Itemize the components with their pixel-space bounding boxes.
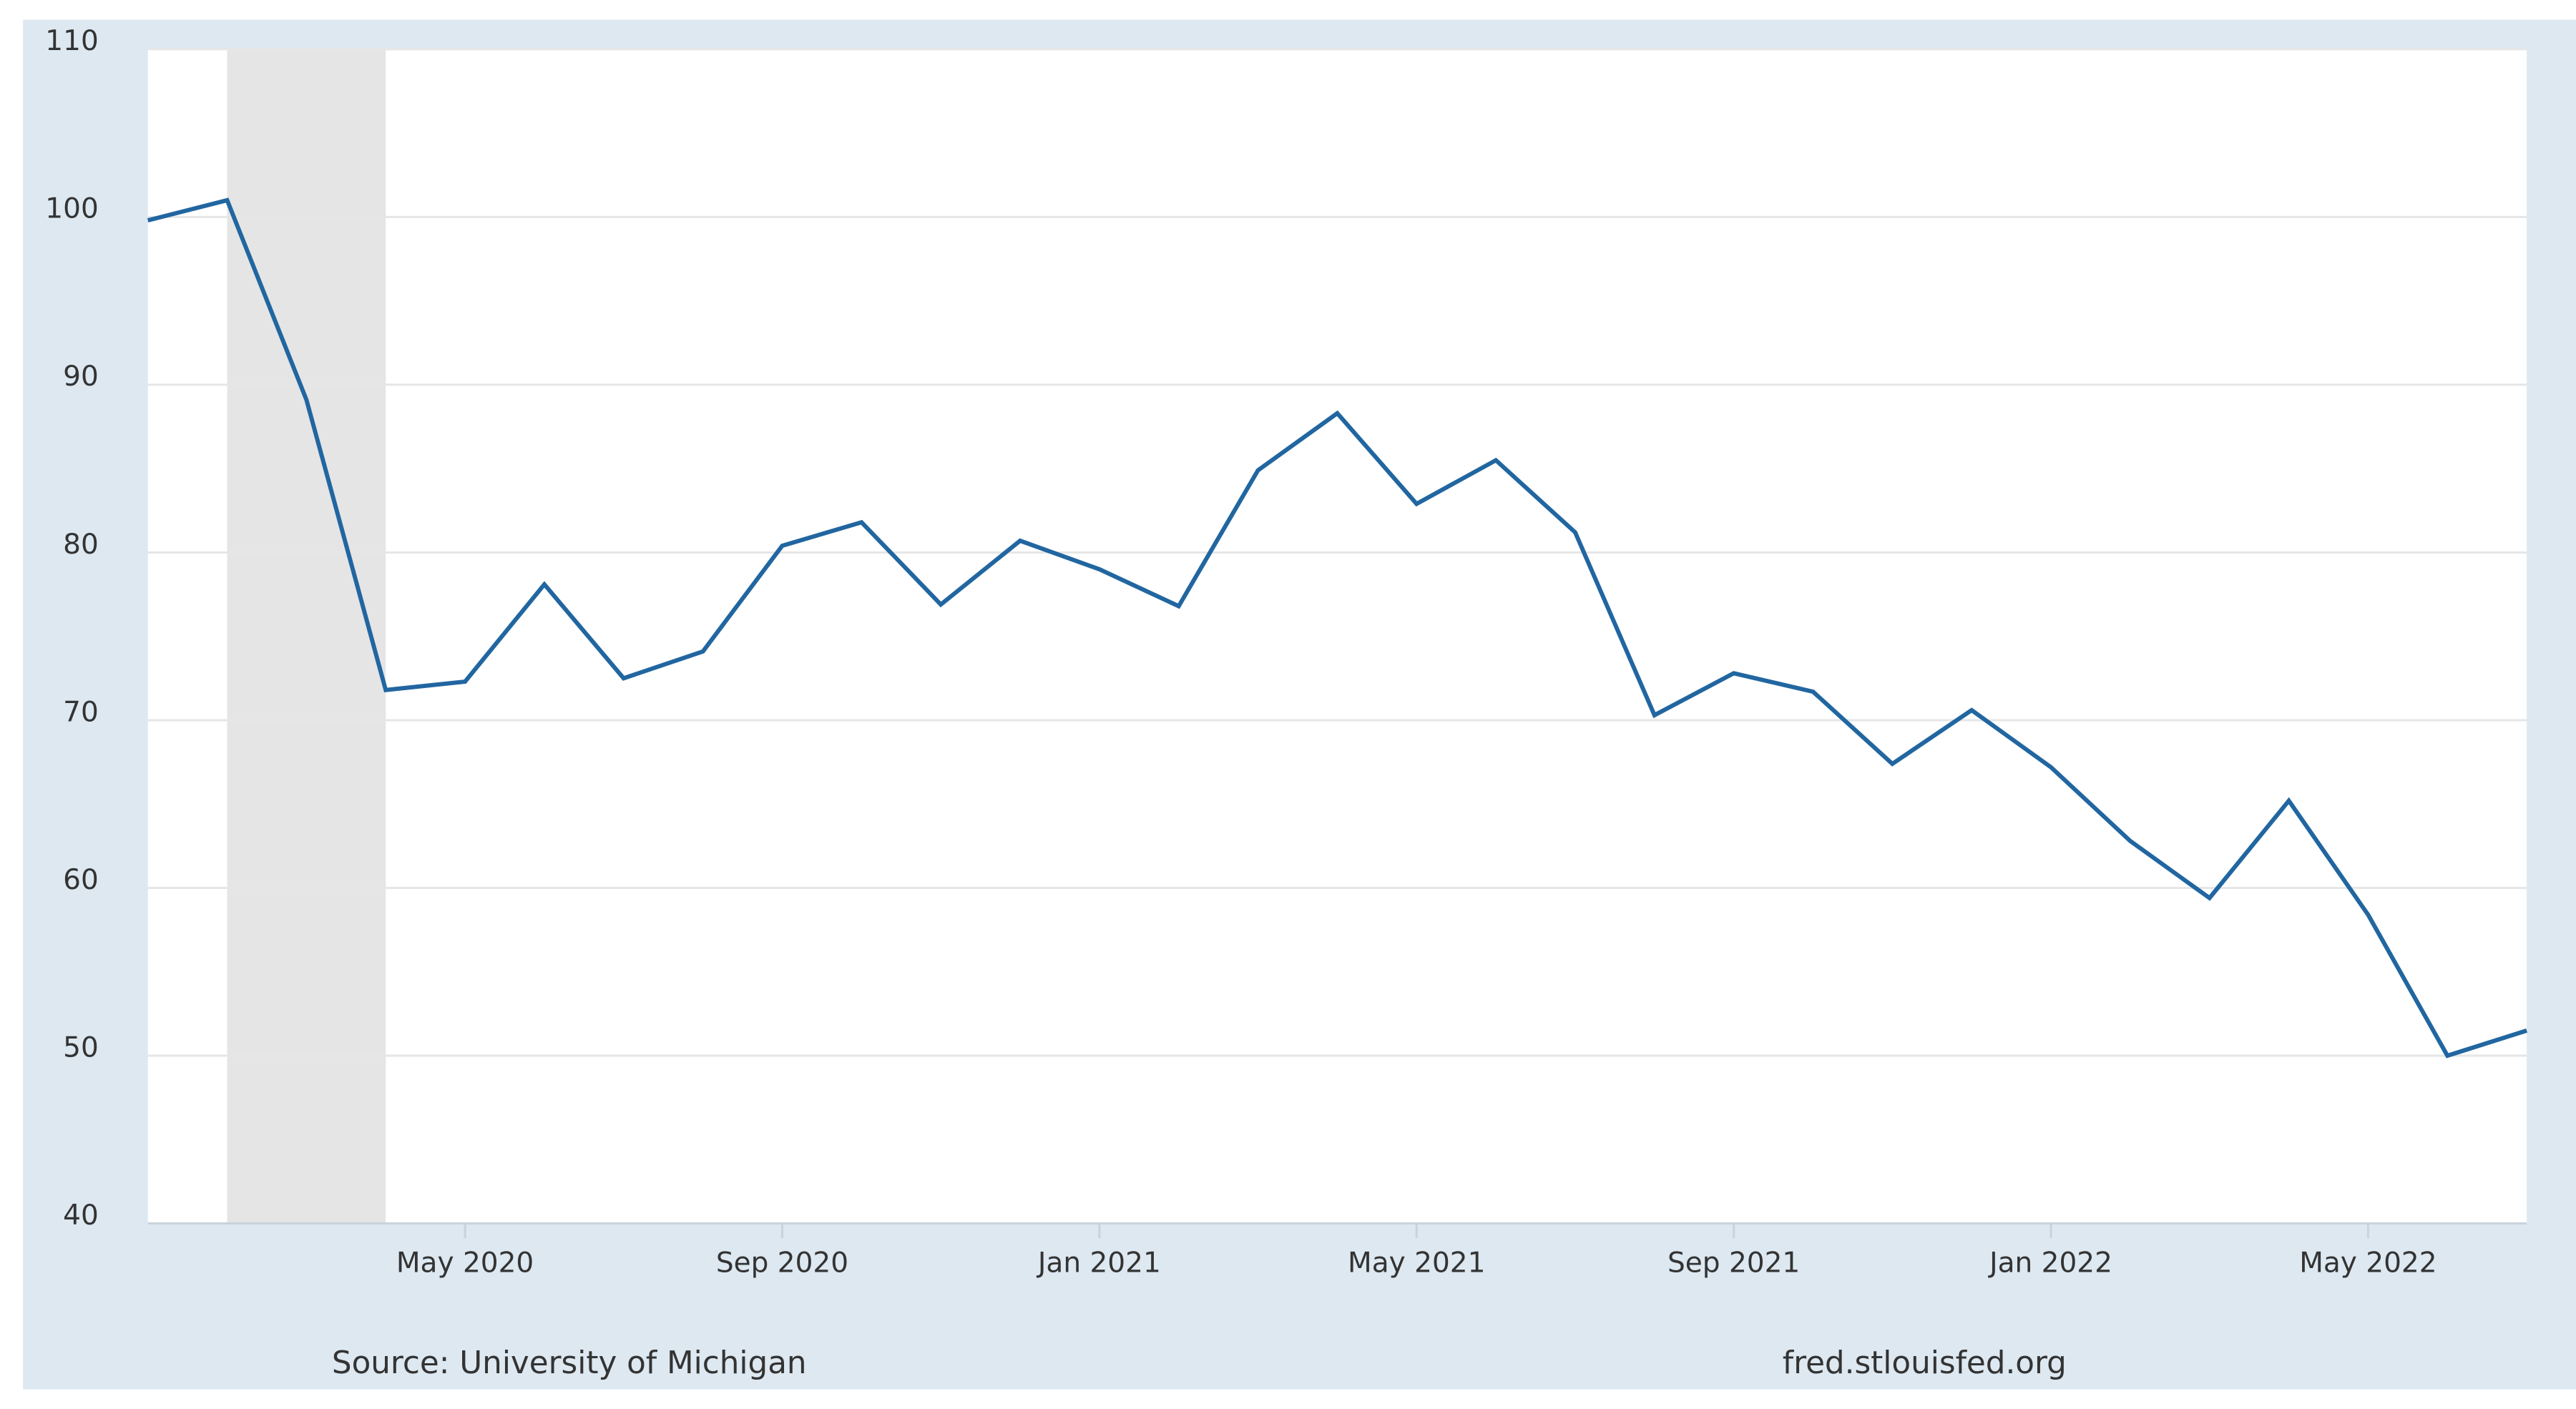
x-tick-label: Sep 2021: [1667, 1247, 1800, 1279]
plot-area: [147, 49, 2527, 1224]
x-tick-label: Jan 2022: [1987, 1247, 2112, 1279]
y-tick-label: 90: [63, 360, 99, 393]
y-tick-label: 110: [45, 25, 98, 57]
series-line: [147, 197, 2528, 1059]
x-tick-label: Jan 2021: [1036, 1247, 1161, 1279]
y-tick-label: 80: [63, 529, 99, 561]
x-tick-label: May 2021: [1348, 1247, 1485, 1279]
x-tick-label: May 2020: [396, 1247, 534, 1279]
y-tick-label: 70: [63, 696, 99, 728]
x-tick-label: May 2022: [2299, 1247, 2437, 1279]
y-tick-label: 50: [63, 1031, 99, 1064]
x-tick-label: Sep 2020: [716, 1247, 848, 1279]
y-tick-label: 100: [45, 193, 98, 225]
site-note: fred.stlouisfed.org: [1783, 1345, 2067, 1381]
source-note: Source: University of Michigan: [332, 1345, 807, 1381]
plot: 40 50 60 70 80 90 100 110 May 2020 Sep 2020 Jan 20…: [45, 25, 2528, 1279]
y-tick-label: 60: [63, 864, 99, 896]
y-tick-label: 40: [63, 1199, 99, 1232]
recession-shading: [227, 49, 386, 1224]
